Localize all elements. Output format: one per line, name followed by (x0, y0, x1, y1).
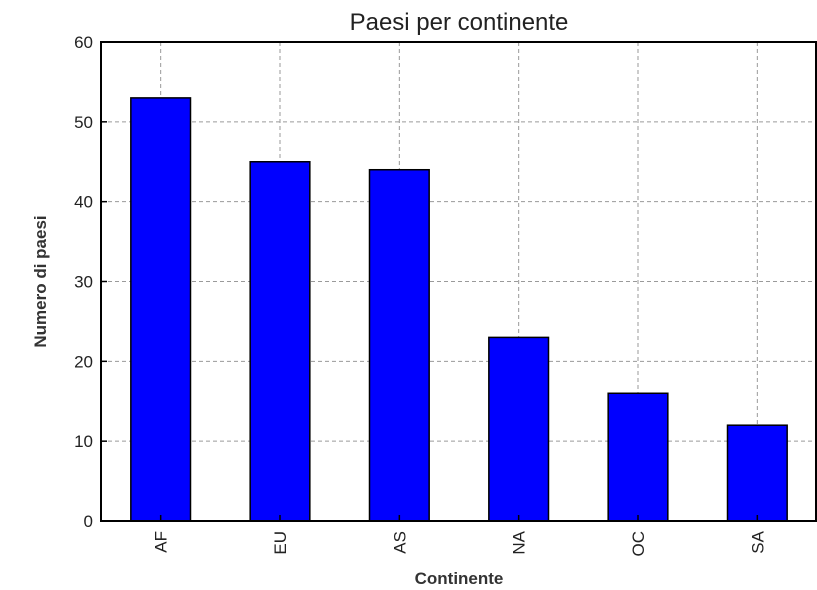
y-tick-label: 0 (84, 512, 93, 531)
y-tick-label: 60 (74, 33, 93, 52)
bar-eu (249, 161, 311, 522)
x-tick-label: AS (390, 531, 409, 554)
chart-title: Paesi per continente (350, 9, 569, 36)
y-tick-label: 30 (74, 273, 93, 292)
x-tick-label: NA (510, 530, 529, 554)
bar-na (488, 336, 550, 522)
y-tick-label: 10 (74, 432, 93, 451)
bar-oc (607, 392, 669, 522)
bar-af (130, 97, 192, 522)
grid (101, 42, 817, 521)
y-tick-label: 20 (74, 352, 93, 371)
ticks: 0 10 20 30 40 50 60 AF EU AS NA OC SA (74, 33, 767, 557)
bar-sa (726, 424, 788, 522)
y-axis-label: Numero di paesi (31, 215, 50, 347)
bar-as (368, 168, 430, 522)
x-axis-label: Continente (415, 569, 504, 588)
x-tick-label: EU (271, 531, 290, 555)
x-tick-label: SA (748, 530, 767, 553)
bars (130, 97, 788, 522)
y-tick-label: 40 (74, 193, 93, 212)
x-tick-label: AF (152, 531, 171, 553)
y-tick-label: 50 (74, 113, 93, 132)
x-tick-label: OC (629, 531, 648, 557)
